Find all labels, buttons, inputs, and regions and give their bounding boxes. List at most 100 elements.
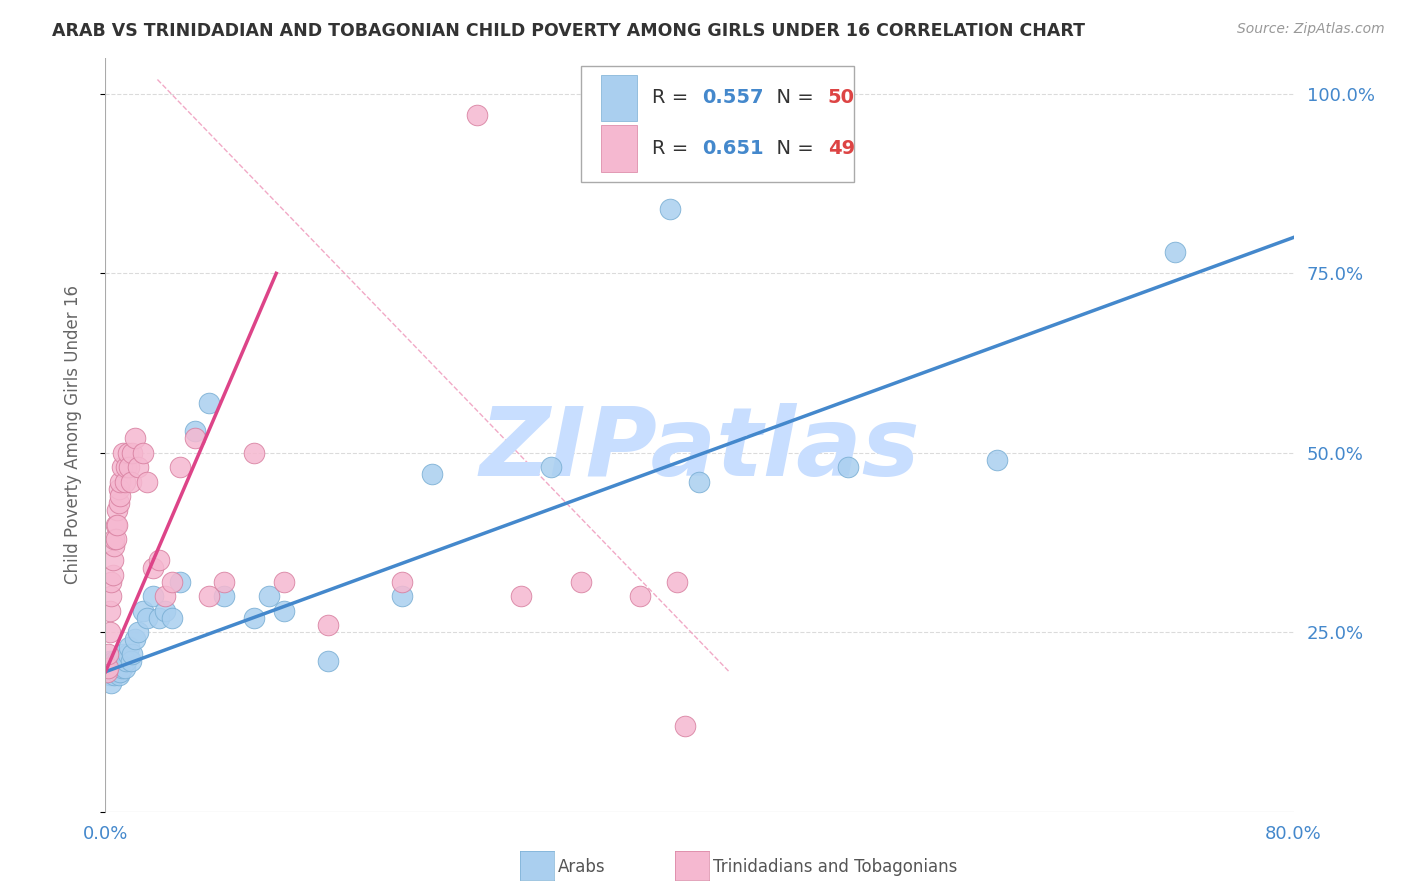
Point: [115, 460, 138, 475]
FancyBboxPatch shape: [600, 125, 637, 172]
Point: [214, 590, 236, 604]
Point: [837, 460, 859, 475]
Point: [101, 553, 124, 567]
Point: [666, 574, 689, 589]
Point: [162, 574, 184, 589]
Point: [136, 611, 159, 625]
Point: [273, 604, 295, 618]
Point: [101, 657, 124, 672]
Point: [100, 590, 122, 604]
Point: [420, 467, 443, 482]
Point: [110, 475, 132, 489]
Point: [118, 460, 141, 475]
Point: [108, 496, 131, 510]
Point: [540, 460, 562, 475]
Point: [111, 460, 134, 475]
Text: 0.651: 0.651: [702, 139, 763, 158]
Point: [510, 590, 533, 604]
Point: [108, 482, 131, 496]
Point: [465, 108, 488, 122]
Text: R =: R =: [652, 88, 695, 107]
Point: [127, 460, 149, 475]
Point: [257, 590, 280, 604]
Point: [114, 475, 136, 489]
Point: [108, 668, 131, 682]
Text: N =: N =: [763, 139, 820, 158]
Point: [103, 668, 125, 682]
Point: [104, 532, 127, 546]
Point: [112, 446, 135, 460]
Point: [97, 647, 120, 661]
Point: [105, 661, 128, 675]
Point: [115, 654, 138, 668]
Point: [101, 665, 124, 679]
Point: [121, 446, 143, 460]
Point: [97, 661, 120, 675]
Point: [110, 665, 132, 679]
Point: [689, 475, 711, 489]
Point: [98, 668, 121, 682]
Point: [169, 574, 191, 589]
Point: [98, 654, 121, 668]
Point: [569, 574, 592, 589]
Point: [1164, 244, 1187, 259]
Point: [97, 661, 120, 675]
Point: [100, 661, 122, 675]
Point: [118, 640, 141, 654]
Point: [120, 475, 142, 489]
Point: [105, 517, 128, 532]
Text: Source: ZipAtlas.com: Source: ZipAtlas.com: [1237, 22, 1385, 37]
Point: [101, 567, 124, 582]
Point: [110, 489, 132, 503]
Point: [103, 539, 125, 553]
Point: [986, 453, 1008, 467]
Point: [198, 395, 221, 409]
Point: [124, 432, 146, 446]
Point: [673, 718, 696, 732]
Text: 49: 49: [828, 139, 855, 158]
Point: [243, 611, 266, 625]
Point: [105, 503, 128, 517]
Point: [169, 460, 191, 475]
Point: [183, 432, 205, 446]
Point: [162, 611, 184, 625]
Point: [391, 574, 413, 589]
Point: [103, 654, 125, 668]
Text: R =: R =: [652, 139, 695, 158]
Point: [100, 675, 122, 690]
Point: [243, 446, 266, 460]
Point: [96, 665, 118, 679]
Point: [111, 661, 134, 675]
Point: [148, 611, 170, 625]
Point: [117, 647, 139, 661]
Point: [105, 654, 128, 668]
Text: ARAB VS TRINIDADIAN AND TOBAGONIAN CHILD POVERTY AMONG GIRLS UNDER 16 CORRELATIO: ARAB VS TRINIDADIAN AND TOBAGONIAN CHILD…: [52, 22, 1085, 40]
Point: [198, 590, 221, 604]
Point: [104, 661, 127, 675]
Point: [142, 590, 165, 604]
Point: [214, 574, 236, 589]
Text: 50: 50: [828, 88, 855, 107]
Point: [153, 590, 176, 604]
Point: [136, 475, 159, 489]
Point: [316, 618, 339, 632]
Point: [103, 532, 125, 546]
Text: Trinidadians and Tobagonians: Trinidadians and Tobagonians: [713, 858, 957, 876]
Point: [114, 661, 136, 675]
Point: [110, 657, 132, 672]
Point: [391, 590, 413, 604]
Point: [153, 604, 176, 618]
Point: [131, 604, 153, 618]
Point: [96, 665, 118, 679]
Point: [104, 665, 127, 679]
Point: [316, 654, 339, 668]
Point: [131, 446, 153, 460]
Point: [117, 446, 139, 460]
Text: Arabs: Arabs: [558, 858, 606, 876]
Text: N =: N =: [763, 88, 820, 107]
Point: [658, 202, 681, 216]
FancyBboxPatch shape: [600, 75, 637, 121]
Point: [108, 665, 131, 679]
Text: 0.557: 0.557: [702, 88, 763, 107]
Point: [98, 625, 121, 640]
